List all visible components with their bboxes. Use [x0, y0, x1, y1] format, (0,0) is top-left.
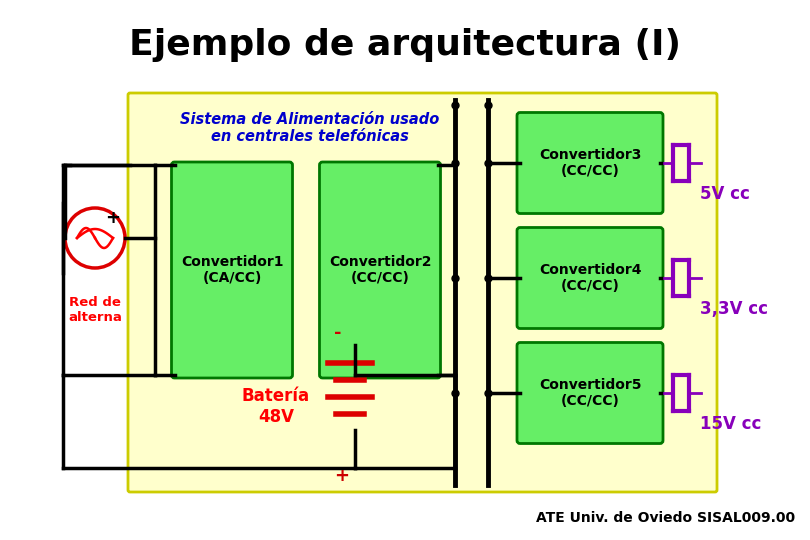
FancyBboxPatch shape: [517, 227, 663, 328]
Text: Convertidor2
(CC/CC): Convertidor2 (CC/CC): [329, 255, 431, 285]
Text: Red de
alterna: Red de alterna: [68, 296, 122, 324]
Text: Convertidor5
(CC/CC): Convertidor5 (CC/CC): [539, 378, 642, 408]
Text: Ejemplo de arquitectura (I): Ejemplo de arquitectura (I): [129, 28, 681, 62]
FancyBboxPatch shape: [319, 162, 441, 378]
Text: +: +: [105, 209, 121, 227]
FancyBboxPatch shape: [517, 342, 663, 443]
FancyBboxPatch shape: [517, 112, 663, 213]
Text: Sistema de Alimentación usado
en centrales telefónicas: Sistema de Alimentación usado en central…: [181, 112, 440, 144]
Text: 3,3V cc: 3,3V cc: [700, 300, 768, 318]
FancyBboxPatch shape: [128, 93, 717, 492]
Text: 5V cc: 5V cc: [700, 185, 750, 203]
FancyBboxPatch shape: [172, 162, 292, 378]
Text: -: -: [335, 324, 342, 342]
Text: Convertidor3
(CC/CC): Convertidor3 (CC/CC): [539, 148, 642, 178]
Text: +: +: [335, 467, 349, 485]
Text: Convertidor4
(CC/CC): Convertidor4 (CC/CC): [539, 263, 642, 293]
Text: Batería
48V: Batería 48V: [242, 387, 310, 426]
Text: 15V cc: 15V cc: [700, 415, 761, 433]
Text: Convertidor1
(CA/CC): Convertidor1 (CA/CC): [181, 255, 284, 285]
Text: ATE Univ. de Oviedo SISAL009.00: ATE Univ. de Oviedo SISAL009.00: [536, 511, 795, 525]
